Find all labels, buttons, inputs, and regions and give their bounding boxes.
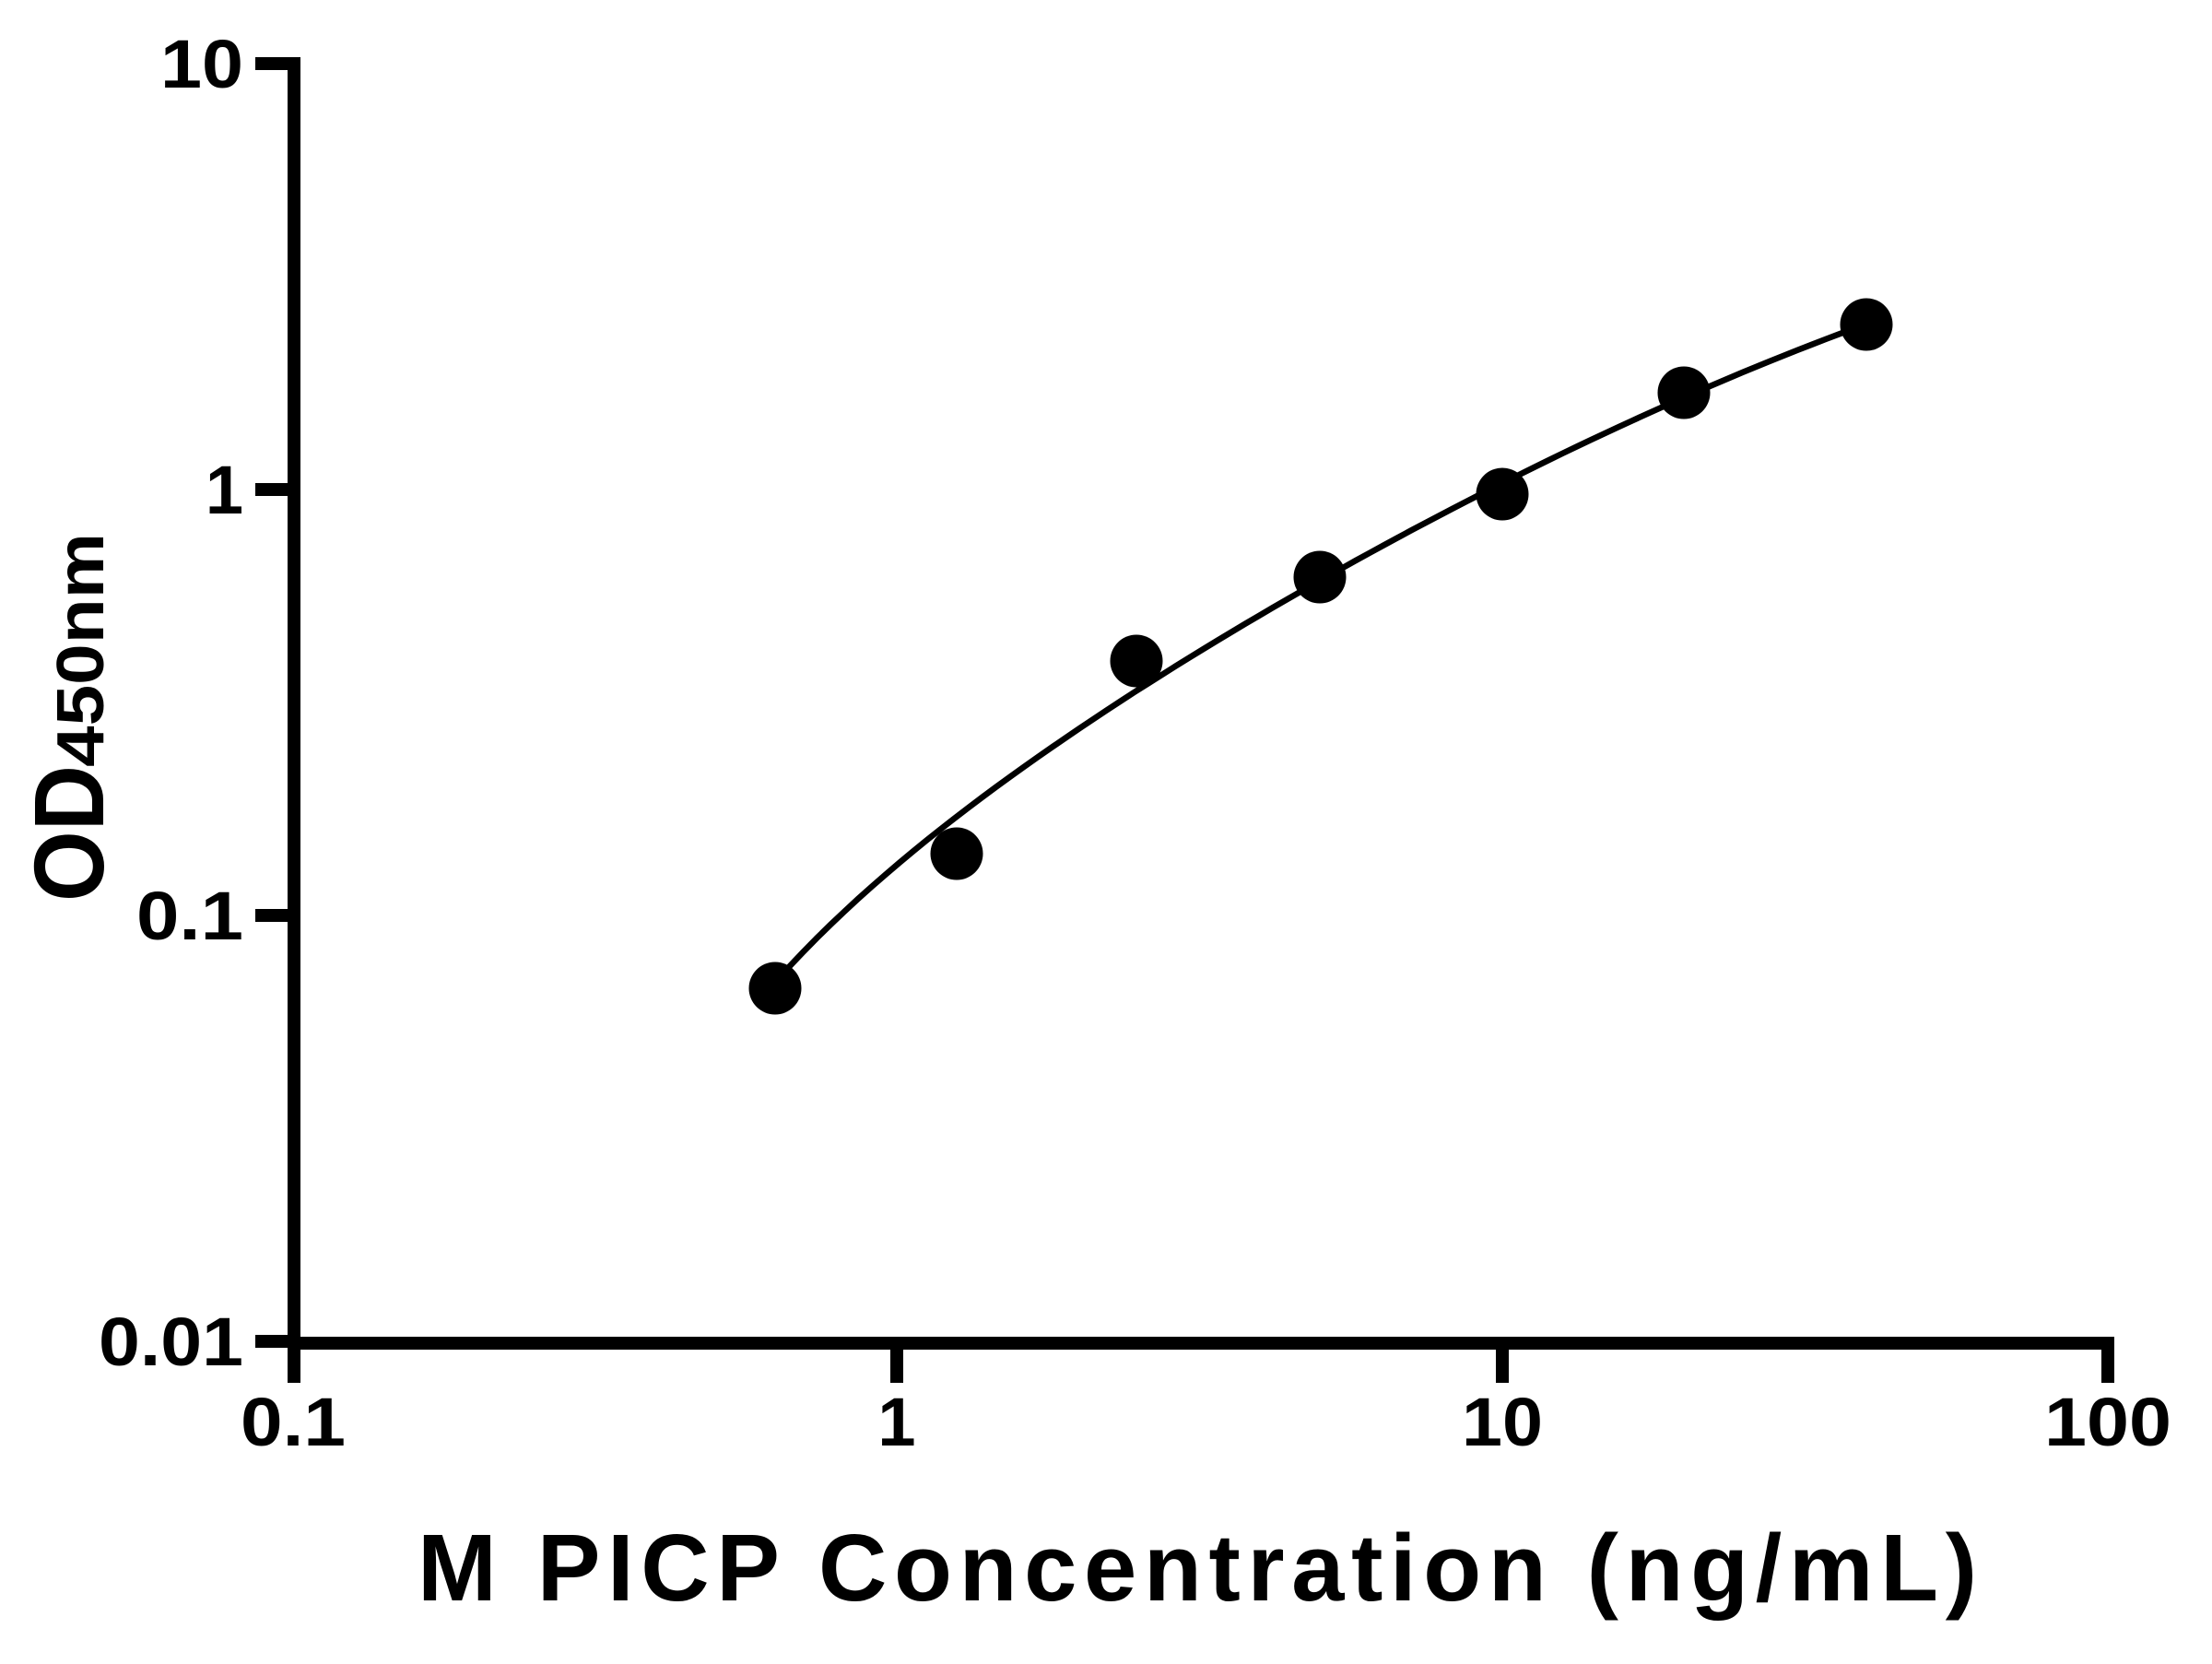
svg-text:100: 100 xyxy=(2044,1384,2171,1460)
svg-text:1: 1 xyxy=(877,1384,915,1460)
svg-text:OD: OD xyxy=(13,765,124,902)
svg-text:1: 1 xyxy=(206,452,243,528)
svg-text:0.1: 0.1 xyxy=(136,878,243,954)
svg-text:10: 10 xyxy=(1462,1384,1543,1460)
svg-text:M PICP Concentration (ng/mL): M PICP Concentration (ng/mL) xyxy=(418,1515,1977,1621)
svg-text:450nm: 450nm xyxy=(44,533,118,767)
svg-text:0.1: 0.1 xyxy=(241,1384,346,1460)
svg-text:0.01: 0.01 xyxy=(99,1304,243,1380)
svg-text:10: 10 xyxy=(160,26,243,102)
